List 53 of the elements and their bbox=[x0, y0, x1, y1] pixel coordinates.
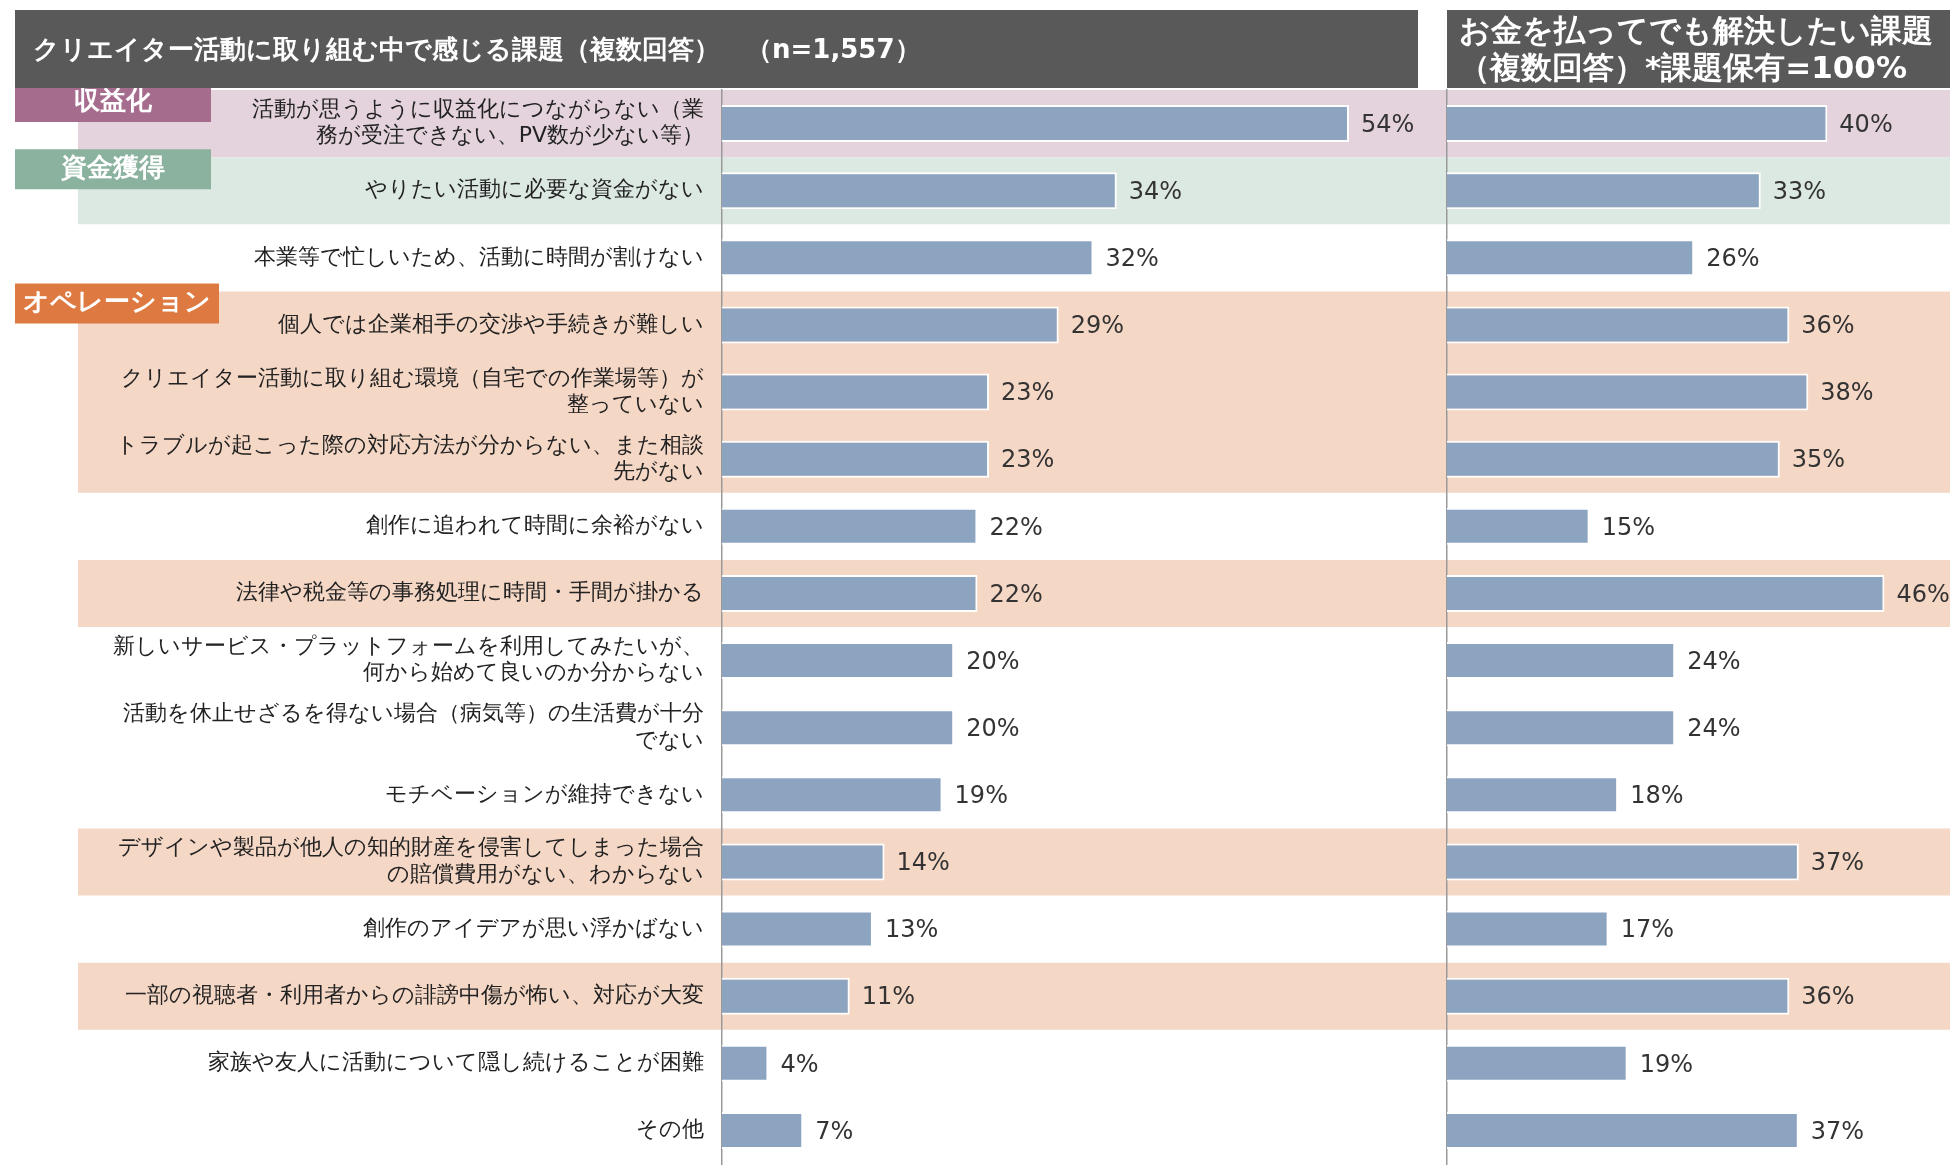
data-label: 11% bbox=[861, 982, 916, 1011]
data-label: 17% bbox=[1620, 915, 1674, 944]
data-label: 40% bbox=[1839, 109, 1893, 138]
data-label: 34% bbox=[1128, 176, 1183, 205]
data-label: 35% bbox=[1791, 445, 1846, 474]
y-tick-label: 創作のアイデアが思い浮かばない bbox=[363, 914, 704, 940]
y-tick-label: やりたい活動に必要な資金がない bbox=[365, 176, 704, 202]
y-tick-label: 一部の視聴者・利用者からの誹謗中傷が怖い、対応が大変 bbox=[125, 981, 704, 1007]
band-label: 収益化 bbox=[74, 84, 153, 115]
y-tick-label: 活動が思うように収益化につながらない（業務が受注できない、PV数が少ない等） bbox=[252, 96, 704, 148]
data-label: 22% bbox=[989, 512, 1043, 541]
data-label: 26% bbox=[1706, 244, 1760, 273]
band-label: オペレーション bbox=[23, 286, 211, 317]
data-label: 23% bbox=[1001, 445, 1055, 474]
y-tick-label: 本業等で忙しいため、活動に時間が割けない bbox=[254, 243, 704, 269]
data-label: 24% bbox=[1687, 646, 1741, 675]
data-label: 13% bbox=[884, 915, 939, 944]
data-label: 19% bbox=[954, 781, 1008, 810]
text: クリエイター活動に取り組む中で感じる課題（複数回答） （n=1,557） bbox=[33, 33, 921, 65]
y-tick-label: 法律や税金等の事務処理に時間・手間が掛かる bbox=[236, 579, 704, 605]
data-label: 18% bbox=[1630, 781, 1684, 810]
data-label: 24% bbox=[1687, 713, 1741, 742]
data-label: 54% bbox=[1360, 109, 1415, 138]
chart-title: お金を払ってでも解決したい課題（複数回答）*課題保有=100% bbox=[1459, 12, 1934, 86]
data-label: 37% bbox=[1810, 848, 1865, 877]
y-tick-label: 家族や友人に活動について隠し続けることが困難 bbox=[208, 1049, 704, 1075]
data-label: 32% bbox=[1105, 244, 1159, 273]
data-label: 23% bbox=[1001, 378, 1055, 407]
data-label: 15% bbox=[1601, 512, 1655, 541]
data-label: 14% bbox=[896, 848, 950, 877]
band-label: 資金獲得 bbox=[60, 151, 165, 182]
data-label: 20% bbox=[966, 646, 1020, 675]
y-tick-label: 創作に追われて時間に余裕がない bbox=[366, 512, 704, 538]
data-label: 38% bbox=[1820, 378, 1874, 407]
data-label: 19% bbox=[1639, 1049, 1694, 1078]
data-label: 29% bbox=[1070, 311, 1125, 340]
y-tick-label: モチベーションが維持できない bbox=[385, 780, 704, 806]
data-label: 37% bbox=[1810, 1116, 1865, 1145]
y-tick-label: トラブルが起こった際の対応方法が分からない、また相談先がない bbox=[116, 431, 704, 484]
data-label: 4% bbox=[780, 1049, 819, 1078]
y-tick-label: クリエイター活動に取り組む環境（自宅での作業場等）が整っていない bbox=[121, 364, 704, 416]
data-label: 20% bbox=[966, 713, 1020, 742]
data-label: 22% bbox=[989, 579, 1043, 608]
y-tick-label: 個人では企業相手の交渉や手続きが難しい bbox=[278, 310, 704, 336]
y-tick-label: その他 bbox=[636, 1116, 704, 1142]
data-label: 33% bbox=[1772, 176, 1827, 205]
y-tick-label: 新しいサービス・プラットフォームを利用してみたいが、何から始めて良いのか分からない bbox=[113, 633, 704, 685]
y-tick-label: デザインや製品が他人の知的財産を侵害してしまった場合の賠償費用がない、わからない bbox=[118, 834, 704, 886]
data-label: 46% bbox=[1896, 579, 1950, 608]
data-label: 36% bbox=[1801, 311, 1855, 340]
y-tick-label: 活動を休止せざるを得ない場合（病気等）の生活費が十分でない bbox=[123, 700, 704, 752]
data-label: 7% bbox=[815, 1116, 854, 1145]
data-label: 36% bbox=[1801, 982, 1855, 1011]
